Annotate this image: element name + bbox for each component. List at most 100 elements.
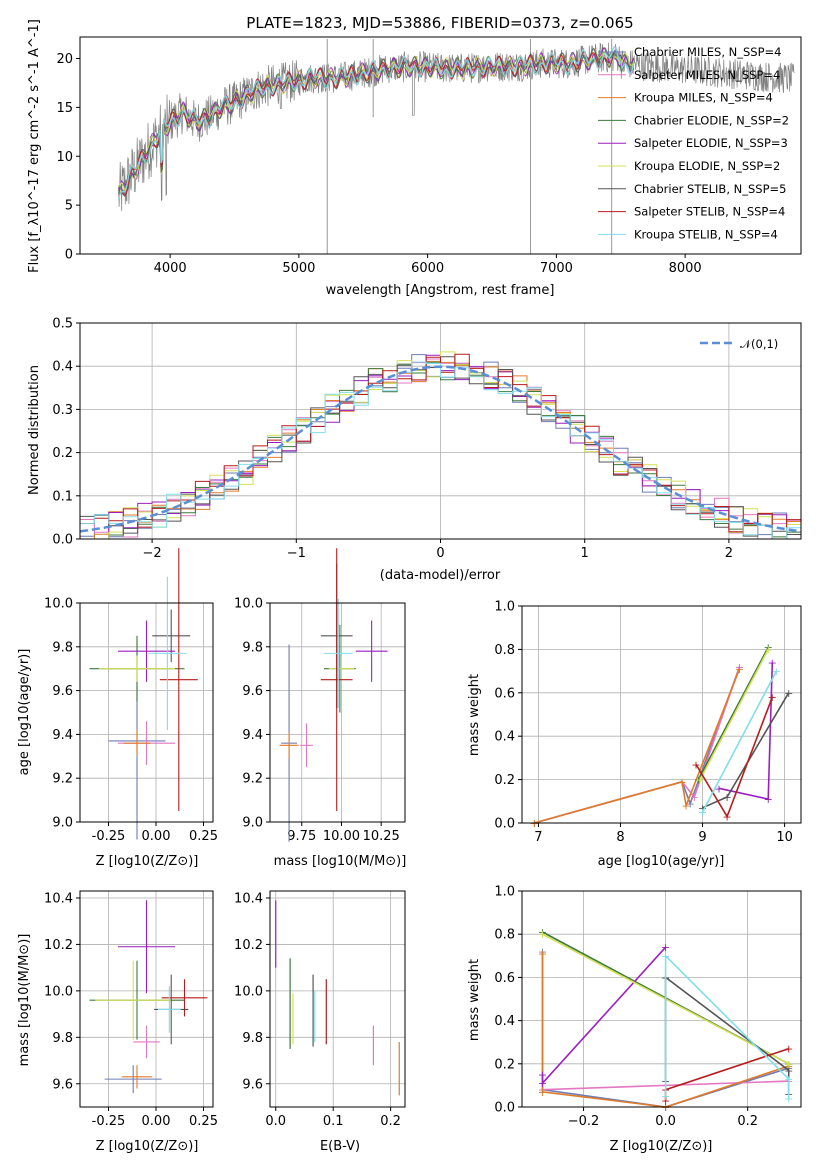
marker: + — [764, 643, 773, 656]
axes-frame — [79, 602, 214, 823]
x-tick-label: 5000 — [282, 261, 315, 276]
y-tick-label: 0.8 — [494, 928, 515, 943]
spectrum-panel — [76, 58, 686, 258]
x-tick-label: 8000 — [669, 261, 702, 276]
marker: + — [714, 782, 723, 795]
marker: + — [661, 941, 670, 954]
y-tick-label: 10.0 — [44, 597, 73, 612]
y-tick-label: 9.0 — [242, 816, 263, 831]
y-tick-label: 9.8 — [242, 1031, 263, 1046]
y-tick-label: 9.6 — [52, 684, 73, 699]
y-tick-label: 10.4 — [234, 891, 263, 906]
histogram-panel — [76, 322, 801, 543]
y-tick-label: 0.2 — [494, 773, 515, 788]
marker: + — [723, 791, 732, 804]
y-tick-label: 9.6 — [52, 1077, 73, 1092]
y-tick-label: 9.4 — [242, 728, 263, 743]
weight-z-line — [664, 975, 790, 1094]
marker: + — [784, 1058, 793, 1071]
marker: + — [694, 774, 703, 787]
age-z-panel — [76, 602, 213, 826]
legend-label: 𝒩(0,1) — [740, 337, 778, 351]
x-tick-label: 9 — [698, 830, 706, 845]
y-tick-label: 9.2 — [242, 772, 263, 787]
legend-label: Salpeter MILES, N_SSP=4 — [634, 68, 780, 82]
y-tick-label: 0 — [65, 248, 73, 263]
legend-label: Kroupa MILES, N_SSP=4 — [634, 91, 773, 105]
model-line — [118, 48, 635, 191]
age-mass-panel — [266, 602, 405, 826]
marker: + — [784, 1064, 793, 1077]
legend-label: Kroupa ELODIE, N_SSP=2 — [634, 159, 780, 173]
x-axis-label: wavelength [Angstrom, rest frame] — [326, 283, 555, 298]
marker: + — [784, 1073, 793, 1086]
marker: + — [784, 1060, 793, 1073]
marker: + — [538, 1069, 547, 1082]
y-tick-label: 10.2 — [44, 938, 73, 953]
x-axis-label: mass [log10(M/M⊙)] — [274, 854, 407, 869]
marker: + — [784, 1062, 793, 1075]
marker: + — [784, 687, 793, 700]
x-tick-label: 0.25 — [189, 829, 218, 844]
y-tick-label: 10.0 — [44, 984, 73, 999]
model-line — [118, 47, 635, 196]
y-tick-label: 10.4 — [44, 891, 73, 906]
y-tick-label: 9.4 — [52, 728, 73, 743]
marker: + — [764, 793, 773, 806]
marker: + — [784, 1092, 793, 1105]
weight-age-panel — [518, 605, 801, 827]
axes-frame — [79, 36, 802, 255]
x-axis-label: (data-model)/error — [380, 568, 501, 583]
mass-ebv-panel — [266, 891, 405, 1111]
marker: + — [768, 691, 777, 704]
x-axis-label: age [log10(age/yr)] — [598, 854, 725, 869]
y-tick-label: 9.6 — [242, 684, 263, 699]
legend-label: Salpeter STELIB, N_SSP=4 — [634, 205, 785, 219]
y-tick-label: 0.5 — [52, 317, 73, 332]
y-tick-label: 0.8 — [494, 643, 515, 658]
marker: + — [686, 797, 695, 810]
marker: + — [735, 663, 744, 676]
y-tick-label: 0.4 — [494, 730, 515, 745]
axes-frame — [521, 890, 802, 1108]
x-tick-label: 4000 — [154, 261, 187, 276]
weight-z-line — [541, 946, 667, 1086]
y-tick-label: 1.0 — [494, 885, 515, 900]
x-tick-label: 7 — [534, 830, 542, 845]
y-tick-label: 0.4 — [52, 360, 73, 375]
marker: + — [661, 950, 670, 963]
x-tick-label: 0.00 — [142, 829, 171, 844]
x-tick-label: 8 — [616, 830, 624, 845]
marker: + — [768, 656, 777, 669]
y-tick-label: 0.2 — [52, 446, 73, 461]
x-tick-label: -0.25 — [92, 829, 126, 844]
weight-z-line — [541, 953, 789, 1108]
y-tick-label: 9.2 — [52, 772, 73, 787]
legend-label: Salpeter ELODIE, N_SSP=3 — [634, 136, 788, 150]
x-tick-label: 0.25 — [189, 1114, 218, 1129]
histogram-step — [80, 351, 801, 539]
marker: + — [723, 810, 732, 823]
weight-age-line — [695, 696, 774, 819]
marker: + — [538, 928, 547, 941]
weight-age-line — [702, 692, 790, 809]
marker: + — [538, 926, 547, 939]
axes-frame — [79, 890, 214, 1108]
y-tick-label: 10.0 — [234, 984, 263, 999]
x-tick-label: 1 — [581, 546, 589, 561]
marker: + — [661, 1095, 670, 1108]
weight-age-line — [718, 662, 774, 801]
marker: + — [735, 661, 744, 674]
x-axis-label: E(B-V) — [320, 1139, 360, 1154]
histogram-step — [80, 361, 801, 539]
x-tick-label: 2 — [725, 546, 733, 561]
weight-age-line — [699, 649, 769, 780]
x-tick-label: 10 — [776, 830, 793, 845]
weight-z-line — [664, 953, 790, 1099]
y-axis-label: mass weight — [467, 959, 482, 1041]
axes-frame — [521, 605, 802, 824]
y-tick-label: 15 — [56, 101, 73, 116]
y-tick-label: 0.0 — [52, 533, 73, 548]
marker: + — [677, 776, 686, 789]
y-tick-label: 20 — [56, 52, 73, 67]
